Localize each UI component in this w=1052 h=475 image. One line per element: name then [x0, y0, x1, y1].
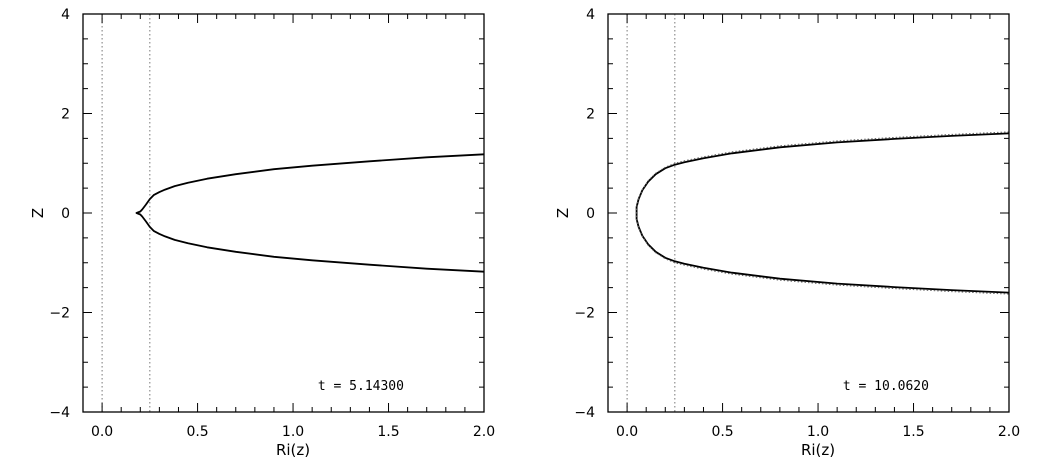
x-tick-label: 1.0	[807, 424, 829, 440]
x-tick-label: 0.5	[711, 424, 733, 440]
time-annotation: t = 5.14300	[318, 379, 404, 394]
series-line-1	[135, 153, 485, 273]
x-tick-label: 2.0	[998, 424, 1020, 440]
y-tick-label: 4	[586, 7, 595, 23]
y-tick-label: −2	[574, 306, 595, 322]
x-tick-label: 0.0	[91, 424, 113, 440]
x-tick-label: 0.5	[186, 424, 208, 440]
y-axis-label: Z	[29, 208, 47, 218]
y-axis-label: Z	[554, 208, 572, 218]
series-line-1	[635, 132, 1010, 294]
plot-frame	[82, 13, 485, 413]
y-tick-label: −4	[49, 405, 70, 421]
chart-panel-1: 0.0 0.5 1.0 1.5 2.0 −4 −2 0 2 4 Ri(z) Zt = 5.14300	[29, 7, 495, 459]
y-tick-label: 0	[586, 206, 595, 222]
y-tick-label: 4	[61, 7, 70, 23]
x-tick-label: 1.5	[902, 424, 924, 440]
x-tick-label: 2.0	[473, 424, 495, 440]
y-tick-label: 0	[61, 206, 70, 222]
y-tick-label: −4	[574, 405, 595, 421]
x-tick-label: 1.0	[282, 424, 304, 440]
y-tick-label: −2	[49, 306, 70, 322]
x-axis-label: Ri(z)	[801, 441, 835, 459]
series-line-2	[636, 131, 1010, 295]
x-axis-label: Ri(z)	[276, 441, 310, 459]
y-tick-label: 2	[61, 107, 70, 123]
y-tick-label: 2	[586, 107, 595, 123]
time-annotation: t = 10.0620	[843, 379, 929, 394]
plot-frame	[607, 13, 1010, 413]
x-tick-label: 0.0	[616, 424, 638, 440]
x-tick-label: 1.5	[377, 424, 399, 440]
chart-panel-2: 0.0 0.5 1.0 1.5 2.0 −4 −2 0 2 4 Ri(z) Zt = 10.0620	[554, 7, 1020, 459]
